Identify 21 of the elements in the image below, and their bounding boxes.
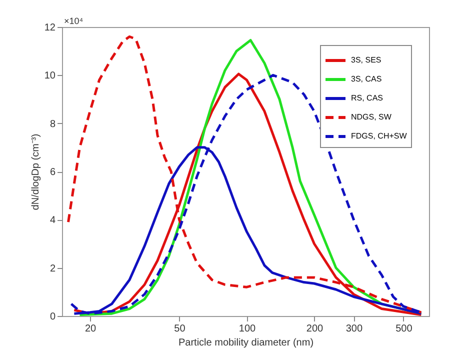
legend-label: RS, CAS	[351, 94, 384, 102]
text: ×10⁴	[64, 16, 84, 26]
x-tick-label: 20	[84, 324, 97, 334]
x-tick-label: 500	[396, 324, 413, 334]
x-tick-label: 300	[346, 324, 363, 334]
x-axis-title: Particle mobility diameter (nm)	[178, 338, 314, 348]
x-tick-label: 200	[306, 324, 324, 334]
legend-label: FDGS, CH+SW	[351, 132, 408, 140]
x-tick-label: 100	[238, 324, 256, 334]
legend-label: 3S, SES	[351, 56, 382, 64]
y-tick-label: 4	[50, 215, 56, 226]
y-tick-label: 2	[50, 263, 56, 274]
y-axis-title: dN/dlogDp (cm⁻³)	[30, 134, 42, 210]
y-tick-label: 0	[50, 312, 56, 322]
y-tick-label: 10	[44, 70, 56, 82]
x-tick-label: 50	[174, 324, 186, 334]
y-tick-label: 12	[44, 22, 56, 34]
legend-label: 3S, CAS	[351, 74, 382, 84]
y-tick-label: 8	[50, 118, 56, 130]
y-tick-label: 6	[50, 167, 56, 178]
legend-label: NDGS, SW	[351, 112, 392, 122]
